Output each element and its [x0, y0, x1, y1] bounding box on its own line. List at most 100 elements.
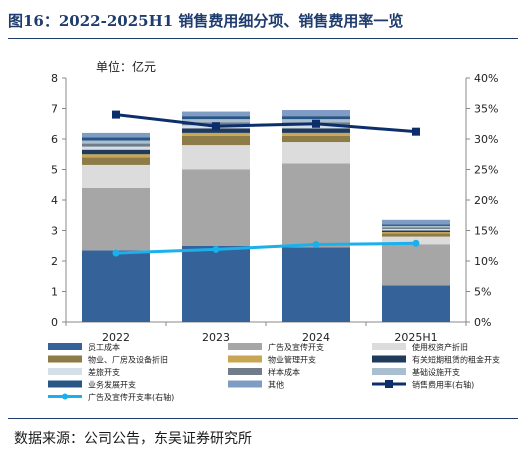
y-right-tick-label: 25% — [474, 164, 498, 177]
line-point — [312, 241, 320, 249]
bar-segment — [282, 163, 350, 248]
y-right-tick-label: 20% — [474, 194, 498, 207]
bar-segment — [282, 132, 350, 136]
bar-segment — [382, 232, 450, 234]
legend-swatch — [228, 368, 262, 375]
y-left-tick-label: 5 — [51, 164, 58, 177]
bar-segment — [182, 111, 250, 117]
line-point — [412, 127, 420, 136]
line-point — [212, 245, 220, 253]
y-left-tick-label: 8 — [51, 72, 58, 85]
line-point — [112, 249, 120, 257]
line-point — [112, 110, 120, 119]
legend-label: 使用权资产折旧 — [412, 342, 468, 352]
legend-label: 员工成本 — [88, 342, 120, 352]
legend-swatch — [228, 343, 262, 350]
x-tick-label: 2022 — [102, 331, 130, 344]
legend-swatch — [48, 380, 82, 388]
bar-segment — [182, 116, 250, 120]
bar-segment — [282, 128, 350, 133]
line-point — [312, 119, 320, 128]
bar-segment — [82, 157, 150, 165]
bar-segment — [282, 247, 350, 322]
y-right-tick-label: 10% — [474, 255, 498, 268]
legend-swatch — [228, 355, 262, 363]
y-left-tick-label: 7 — [51, 103, 58, 116]
chart-canvas: 单位：亿元 0 1 2 3 4 5 6 7 8 0% 5% 10% 15% 20% 25% 30% 35% 40% 2… — [48, 59, 500, 402]
legend-label: 差旅开支 — [88, 367, 120, 377]
y-left-tick-label: 3 — [51, 225, 58, 238]
y-left-tick-label: 2 — [51, 255, 58, 268]
y-right-tick-label: 0% — [474, 316, 491, 329]
bar-segment — [182, 119, 250, 123]
bar-segment — [82, 146, 150, 150]
bar-segment — [382, 233, 450, 237]
bars-layer — [82, 110, 450, 322]
line-point — [412, 239, 420, 247]
series-line — [115, 241, 417, 255]
bar-segment — [282, 116, 350, 120]
bar-segment — [82, 250, 150, 322]
bar-segment — [82, 187, 150, 251]
x-tick-label: 2023 — [202, 331, 230, 344]
legend-label: 有关短期租赁的租金开支 — [412, 355, 500, 365]
legend-label: 广告及宣传开支率(右轴) — [88, 392, 174, 402]
legend-swatch — [228, 380, 262, 388]
y-left-tick-label: 4 — [51, 194, 58, 207]
y-right-tick-label: 30% — [474, 133, 498, 146]
legend-label: 销售费用率(右轴) — [412, 380, 474, 390]
legend-swatch — [48, 355, 82, 363]
legend-label: 其他 — [268, 380, 284, 390]
y-right-tick-label: 40% — [474, 72, 498, 85]
lines-layer — [112, 110, 420, 257]
line-point — [212, 122, 220, 131]
legend-marker — [385, 380, 393, 388]
y-left-tick-label: 1 — [51, 286, 58, 299]
bar-segment — [282, 135, 350, 143]
bar-segment — [382, 219, 450, 225]
legend-label: 业务发展开支 — [88, 380, 136, 390]
axes-layer: 单位：亿元 0 1 2 3 4 5 6 7 8 0% 5% 10% 15% 20% 25% 30% 35% 40% 2… — [51, 59, 498, 344]
legend-label: 广告及宣传开支 — [268, 342, 324, 352]
series-line — [115, 113, 417, 134]
y-left-tick-label: 6 — [51, 133, 58, 146]
y-left-tick-label: 0 — [51, 316, 58, 329]
bar-segment — [282, 142, 350, 164]
bar-segment — [182, 169, 250, 246]
x-tick-label: 2024 — [302, 331, 330, 344]
bar-segment — [82, 164, 150, 188]
unit-label: 单位：亿元 — [96, 59, 156, 74]
bar-segment — [382, 225, 450, 228]
bar-segment — [382, 285, 450, 322]
bar-segment — [382, 227, 450, 229]
bar-segment — [82, 132, 150, 138]
bar-segment — [82, 149, 150, 155]
legend-label: 样本成本 — [268, 367, 300, 377]
legend-label: 基础设施开支 — [412, 367, 460, 377]
title-rule — [8, 38, 518, 39]
legend-label: 物业管理开支 — [268, 355, 316, 365]
bar-segment — [382, 244, 450, 286]
legend-marker — [62, 393, 68, 400]
x-tick-label: 2025H1 — [394, 331, 437, 344]
legend-swatch — [372, 355, 406, 363]
bar-segment — [182, 135, 250, 146]
bar-segment — [382, 228, 450, 231]
legend-label: 物业、厂房及设备折旧 — [88, 355, 168, 365]
source-rule — [8, 418, 518, 419]
figure-title: 图16：2022-2025H1 销售费用细分项、销售费用率一览 — [8, 12, 404, 30]
y-right-tick-label: 35% — [474, 103, 498, 116]
y-right-tick-label: 15% — [474, 225, 498, 238]
legend-swatch — [372, 368, 406, 375]
bar-segment — [82, 137, 150, 141]
bar-segment — [382, 230, 450, 233]
bar-segment — [182, 145, 250, 170]
legend-swatch — [372, 343, 406, 350]
bar-segment — [82, 154, 150, 158]
legend-swatch — [48, 368, 82, 375]
bar-segment — [82, 143, 150, 147]
y-right-tick-label: 5% — [474, 286, 491, 299]
legend-swatch — [48, 343, 82, 350]
source-note: 数据来源：公司公告，东吴证券研究所 — [14, 431, 252, 447]
